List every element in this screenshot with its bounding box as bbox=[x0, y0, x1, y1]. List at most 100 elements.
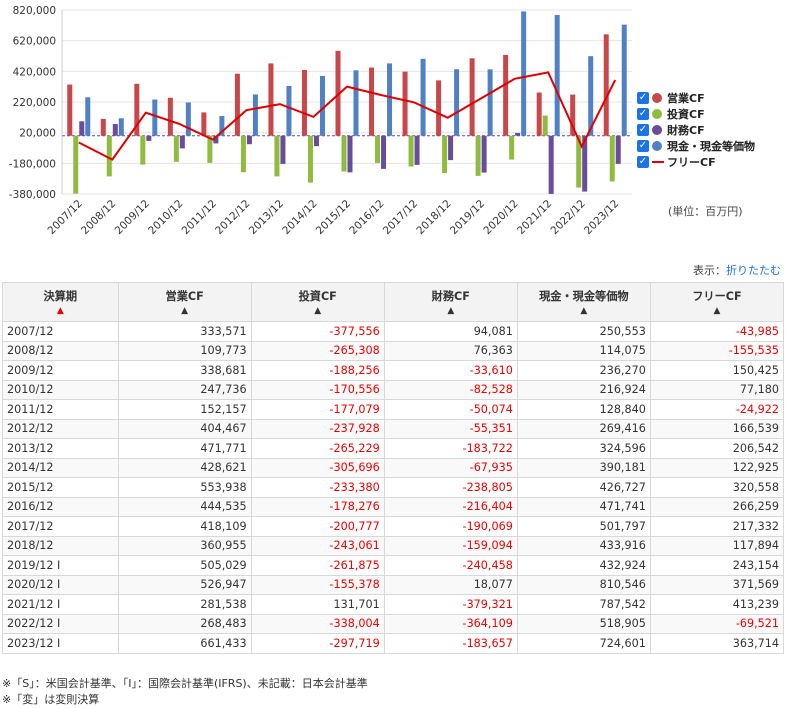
x-tick-label: 2016/12 bbox=[347, 198, 386, 237]
x-tick-label: 2010/12 bbox=[146, 198, 185, 237]
x-tick-label: 2017/12 bbox=[381, 198, 420, 237]
value-cell: -183,657 bbox=[383, 633, 518, 654]
table-row: 2010/12 247,736 -170,556 -82,528 216,924 77,1… bbox=[2, 379, 785, 400]
collapse-link[interactable]: 折りたたむ bbox=[726, 264, 781, 277]
value-cell: 418,109 bbox=[117, 516, 252, 537]
column-header[interactable]: 営業CF ▲ bbox=[117, 282, 252, 322]
sort-arrow-icon[interactable]: ▲ bbox=[447, 306, 455, 316]
value-cell: -82,528 bbox=[383, 379, 518, 400]
bar-3-2013/12 bbox=[280, 135, 286, 164]
value-cell: -183,722 bbox=[383, 438, 518, 459]
checkbox-icon[interactable]: ✓ bbox=[637, 156, 649, 168]
value-cell: 501,797 bbox=[516, 516, 651, 537]
value-cell: 266,259 bbox=[649, 496, 785, 517]
value-cell: 471,741 bbox=[516, 496, 651, 517]
column-header-label: 投資CF bbox=[298, 290, 337, 303]
legend-item[interactable]: ✓ フリーCF bbox=[637, 154, 787, 170]
bar-1-2023/12 bbox=[603, 34, 609, 136]
value-cell: -377,556 bbox=[250, 321, 385, 342]
checkbox-icon[interactable]: ✓ bbox=[637, 140, 649, 152]
legend-item[interactable]: ✓ 営業CF bbox=[637, 90, 787, 106]
bar-4-2015/12 bbox=[353, 70, 359, 136]
bar-2-2018/12 bbox=[442, 135, 448, 174]
bar-1-2015/12 bbox=[335, 50, 341, 136]
legend-label: フリーCF bbox=[667, 156, 716, 169]
bar-2-2014/12 bbox=[307, 135, 313, 183]
bar-3-2010/12 bbox=[179, 135, 185, 149]
bar-1-2013/12 bbox=[268, 63, 274, 136]
bar-3-2017/12 bbox=[414, 135, 420, 165]
value-cell: 128,840 bbox=[516, 399, 651, 420]
value-cell: 217,332 bbox=[649, 516, 785, 537]
column-header[interactable]: 現金・現金等価物 ▲ bbox=[516, 282, 651, 322]
bar-2-2020/12 bbox=[509, 135, 515, 160]
legend-item[interactable]: ✓ 財務CF bbox=[637, 122, 787, 138]
bar-4-2012/12 bbox=[252, 94, 258, 136]
bar-2-2009/12 bbox=[140, 135, 146, 165]
bar-4-2013/12 bbox=[286, 85, 292, 136]
value-cell: 152,157 bbox=[117, 399, 252, 420]
y-tick-label: 20,000 bbox=[19, 128, 56, 140]
bar-2-2013/12 bbox=[274, 135, 280, 177]
value-cell: 371,569 bbox=[649, 574, 785, 595]
value-cell: -69,521 bbox=[649, 613, 785, 634]
bar-3-2019/12 bbox=[481, 135, 487, 173]
value-cell: 281,538 bbox=[117, 594, 252, 615]
column-header[interactable]: 投資CF ▲ bbox=[250, 282, 385, 322]
sort-arrow-icon[interactable]: ▲ bbox=[580, 306, 588, 316]
value-cell: -50,074 bbox=[383, 399, 518, 420]
legend-item[interactable]: ✓ 現金・現金等価物 bbox=[637, 138, 787, 154]
bar-4-2021/12 bbox=[554, 14, 560, 136]
table-row: 2013/12 471,771 -265,229 -183,722 324,596 206… bbox=[2, 438, 785, 459]
column-header-label: 営業CF bbox=[165, 290, 204, 303]
value-cell: -200,777 bbox=[250, 516, 385, 537]
legend-item[interactable]: ✓ 投資CF bbox=[637, 106, 787, 122]
sort-arrow-icon[interactable]: ▲ bbox=[713, 306, 721, 316]
bar-1-2012/12 bbox=[234, 73, 240, 136]
value-cell: -305,696 bbox=[250, 457, 385, 478]
table-row: 2022/12 I 268,483 -338,004 -364,109 518,905-… bbox=[2, 613, 785, 634]
value-cell: 109,773 bbox=[117, 340, 252, 361]
checkbox-icon[interactable]: ✓ bbox=[637, 124, 649, 136]
value-cell: 117,894 bbox=[649, 535, 785, 556]
value-cell: 518,905 bbox=[516, 613, 651, 634]
bar-4-2009/12 bbox=[152, 99, 158, 136]
period-cell: 2018/12 bbox=[2, 535, 119, 556]
column-header[interactable]: 財務CF ▲ bbox=[383, 282, 518, 322]
bar-3-2011/12 bbox=[213, 135, 219, 144]
x-tick-label: 2018/12 bbox=[414, 198, 453, 237]
bar-3-2008/12 bbox=[112, 124, 118, 136]
display-control: 表示：折りたたむ bbox=[693, 262, 781, 278]
value-cell: 404,467 bbox=[117, 418, 252, 439]
table-row: 2019/12 I 505,029 -261,875 -240,458 432,924 2… bbox=[2, 555, 785, 576]
circle-icon bbox=[652, 109, 662, 119]
y-tick-label: 220,000 bbox=[13, 97, 56, 109]
sort-arrow-icon[interactable]: ▲ bbox=[314, 306, 322, 316]
value-cell: 505,029 bbox=[117, 555, 252, 576]
bar-1-2021/12 bbox=[536, 92, 542, 136]
bar-4-2022/12 bbox=[588, 56, 594, 136]
checkbox-icon[interactable]: ✓ bbox=[637, 108, 649, 120]
column-header[interactable]: 決算期 ▲ bbox=[2, 282, 119, 322]
sort-arrow-icon[interactable]: ▲ bbox=[56, 306, 64, 316]
bar-4-2020/12 bbox=[521, 11, 527, 136]
value-cell: -338,004 bbox=[250, 613, 385, 634]
bar-2-2021/12 bbox=[542, 115, 548, 136]
column-header-label: 現金・現金等価物 bbox=[539, 290, 629, 303]
bar-4-2023/12 bbox=[621, 24, 627, 136]
sort-arrow-icon[interactable]: ▲ bbox=[181, 306, 189, 316]
value-cell: 247,736 bbox=[117, 379, 252, 400]
bar-3-2015/12 bbox=[347, 135, 353, 173]
table-row: 2011/12 152,157 -177,079 -50,074 128,840 -24,… bbox=[2, 399, 785, 420]
value-cell: 269,416 bbox=[516, 418, 651, 439]
table-row: 2021/12 I 281,538 131,701 -379,321 787,542 41… bbox=[2, 594, 785, 615]
footnotes: ※「S」：米国会計基準、「I」：国際会計基準(IFRS)、未記載：日本会計基準 … bbox=[2, 676, 368, 708]
value-cell: 114,075 bbox=[516, 340, 651, 361]
value-cell: 76,363 bbox=[383, 340, 518, 361]
value-cell: 787,542 bbox=[516, 594, 651, 615]
checkbox-icon[interactable]: ✓ bbox=[637, 92, 649, 104]
column-header[interactable]: フリーCF ▲ bbox=[649, 282, 785, 322]
bar-1-2017/12 bbox=[402, 71, 408, 136]
table-row: 2012/12 404,467 -237,928 -55,351 269,416 166,… bbox=[2, 418, 785, 439]
x-tick-label: 2022/12 bbox=[548, 198, 587, 237]
